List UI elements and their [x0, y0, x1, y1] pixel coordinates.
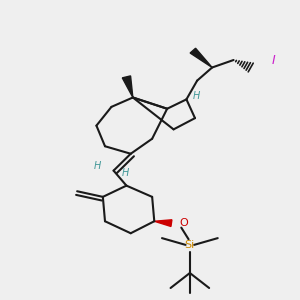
Text: O: O	[179, 218, 188, 228]
Text: H: H	[122, 167, 129, 178]
Text: I: I	[272, 54, 276, 67]
Text: H: H	[193, 91, 200, 100]
Polygon shape	[122, 76, 133, 98]
Polygon shape	[154, 220, 172, 226]
Text: Si: Si	[185, 240, 195, 250]
Text: H: H	[94, 161, 101, 171]
Polygon shape	[190, 48, 212, 68]
